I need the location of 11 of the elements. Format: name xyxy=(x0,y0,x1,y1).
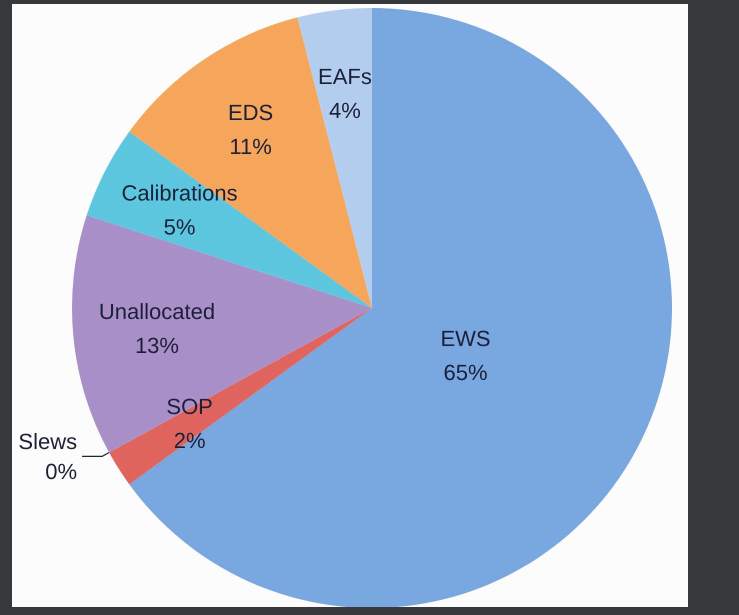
slice-label: EAFs xyxy=(318,64,372,90)
legend-label: Slews xyxy=(18,428,78,454)
data-label: 13% xyxy=(134,332,179,358)
slice-label: Unallocated xyxy=(98,298,216,324)
data-label: 4% xyxy=(329,98,361,124)
slice-label: EWS xyxy=(440,326,491,352)
data-label: 5% xyxy=(164,214,196,240)
data-label: 11% xyxy=(229,134,272,159)
data-label: 65% xyxy=(444,360,488,386)
text: 0% xyxy=(45,458,78,484)
slice-label: EDS xyxy=(228,100,274,125)
